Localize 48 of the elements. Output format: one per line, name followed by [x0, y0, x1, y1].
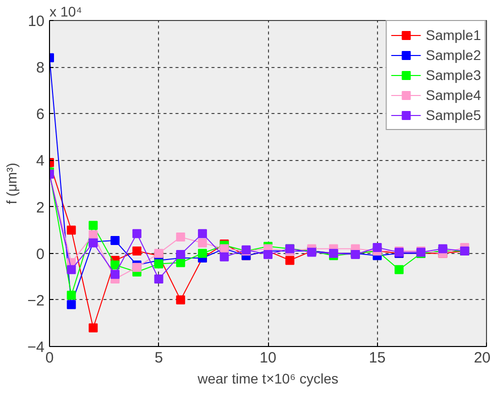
- point: [198, 238, 207, 248]
- point: [438, 244, 448, 254]
- point: [110, 270, 120, 279]
- point: [285, 256, 294, 265]
- y-tick-label: 6: [36, 106, 44, 124]
- x-tick-label: 5: [154, 350, 163, 366]
- point: [110, 236, 120, 246]
- legend-label: Sample5: [426, 107, 481, 123]
- point: [220, 252, 229, 262]
- x-tick-label: 10: [260, 350, 276, 366]
- point: [110, 260, 120, 270]
- text: x 10⁴: [50, 4, 82, 20]
- point: [176, 232, 186, 242]
- point: [394, 265, 404, 274]
- legend-label: Sample3: [426, 67, 481, 83]
- legend-label: Sample2: [426, 47, 481, 63]
- point: [66, 226, 76, 235]
- y-tick-label: 4: [36, 152, 44, 170]
- point: [66, 300, 76, 310]
- y-tick-label: −4: [27, 339, 45, 356]
- y-tick-label: −2: [27, 292, 45, 310]
- point: [66, 290, 76, 300]
- point: [154, 248, 164, 258]
- x-axis-title: wear time t×10⁶ cycles: [196, 370, 338, 386]
- y-axis-title: f (μm³): [3, 162, 20, 204]
- point: [198, 229, 207, 238]
- x-tick-label: 20: [474, 350, 490, 366]
- y-tick-label: 10: [28, 13, 45, 30]
- point: [372, 243, 382, 252]
- point: [154, 274, 164, 284]
- point: [154, 259, 164, 268]
- point: [198, 248, 207, 258]
- y-tick-label: 8: [36, 60, 44, 77]
- point: [132, 246, 142, 256]
- point: [88, 323, 98, 332]
- x-tick-label: 15: [368, 350, 386, 366]
- point: [264, 250, 272, 260]
- point: [88, 220, 98, 230]
- legend-label: Sample1: [426, 27, 481, 43]
- point: [88, 230, 98, 240]
- point: [176, 250, 186, 260]
- point: [176, 295, 186, 304]
- y-tick-label: 2: [36, 199, 44, 216]
- legend-label: Sample4: [426, 87, 481, 103]
- point: [132, 262, 142, 272]
- y-tick-label: 0: [36, 246, 44, 263]
- point: [66, 265, 76, 274]
- point: [132, 229, 142, 238]
